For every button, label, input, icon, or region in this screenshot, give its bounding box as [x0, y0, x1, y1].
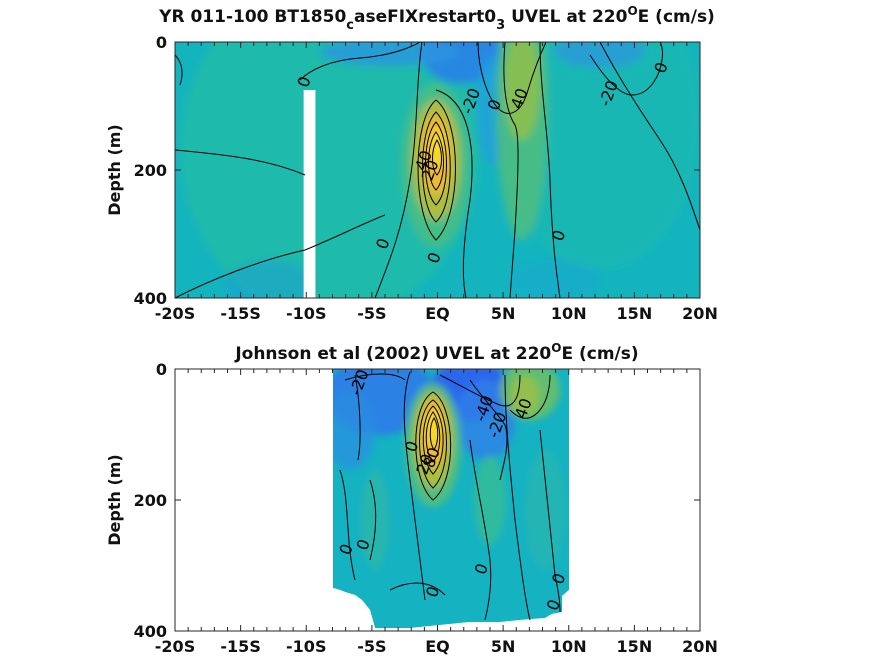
- top-panel: YR 011-100 BT1850caseFIXrestart03 UVEL a…: [105, 4, 718, 323]
- top-x-tick-label: 5N: [491, 304, 516, 323]
- top-y-tick-label: 0: [156, 33, 167, 52]
- top-x-tick-label: -20S: [155, 304, 195, 323]
- top-x-tick-label: EQ: [425, 304, 450, 323]
- top-contour-lines: [175, 42, 700, 298]
- top-missing-data-mask: [303, 90, 316, 298]
- bot-x-tick-label: 15N: [617, 637, 653, 656]
- top-x-tick-label: 15N: [617, 304, 653, 323]
- bottom-y-tick-labels: 0 200 400: [134, 360, 167, 641]
- top-panel-title: YR 011-100 BT1850caseFIXrestart03 UVEL a…: [158, 4, 715, 33]
- bot-x-tick-label: EQ: [425, 637, 450, 656]
- bot-x-tick-label: 10N: [551, 637, 587, 656]
- bottom-panel-title: Johnson et al (2002) UVEL at 220OE (cm/s…: [234, 341, 638, 364]
- top-x-tick-labels: -20S -15S -10S -5S EQ 5N 10N 15N 20N: [155, 304, 718, 323]
- top-x-tick-label: -10S: [286, 304, 326, 323]
- top-ticks: [174, 41, 701, 299]
- bottom-x-tick-labels: -20S -15S -10S -5S EQ 5N 10N 15N 20N: [155, 637, 718, 656]
- bottom-missing-data-mask: [175, 369, 700, 631]
- bot-y-tick-label: 200: [134, 491, 167, 510]
- bot-x-tick-label: 5N: [491, 637, 516, 656]
- top-y-axis-label: Depth (m): [105, 124, 124, 216]
- bot-x-tick-label: -15S: [220, 637, 260, 656]
- bot-y-tick-label: 400: [134, 622, 167, 641]
- top-x-tick-label: -15S: [220, 304, 260, 323]
- bot-x-tick-label: -5S: [357, 637, 386, 656]
- bot-x-tick-label: -20S: [155, 637, 195, 656]
- top-y-tick-label: 400: [134, 289, 167, 308]
- bottom-contour-lines: [339, 371, 561, 621]
- bot-x-tick-label: -10S: [286, 637, 326, 656]
- top-y-tick-label: 200: [134, 161, 167, 180]
- bottom-ticks: [174, 368, 701, 632]
- bot-x-tick-label: 20N: [682, 637, 718, 656]
- top-x-tick-label: 20N: [682, 304, 718, 323]
- top-x-tick-label: 10N: [551, 304, 587, 323]
- bottom-panel: Johnson et al (2002) UVEL at 220OE (cm/s…: [105, 341, 718, 656]
- top-x-tick-label: -5S: [357, 304, 386, 323]
- bottom-y-axis-label: Depth (m): [105, 454, 124, 546]
- bot-y-tick-label: 0: [156, 360, 167, 379]
- top-y-tick-labels: 0 200 400: [134, 33, 167, 308]
